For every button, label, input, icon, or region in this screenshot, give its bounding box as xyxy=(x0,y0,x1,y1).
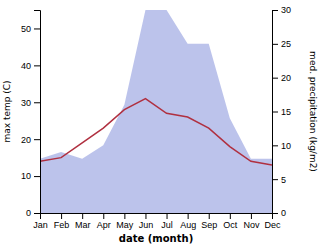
area xyxy=(40,10,272,213)
tick: 25 xyxy=(272,39,291,49)
y-axis: 0 10 20 30 40 50 xyxy=(21,11,41,219)
tick-label: Dec xyxy=(264,220,281,230)
axis-line xyxy=(34,11,41,214)
tick-mark xyxy=(272,44,278,45)
tick-label: 30 xyxy=(281,5,291,15)
tick-mark xyxy=(34,28,40,29)
tick: Nov xyxy=(243,213,260,230)
tick-label: 10 xyxy=(21,171,31,181)
tick: 30 xyxy=(272,5,291,15)
tick-label: Jun xyxy=(139,220,154,230)
tick-mark xyxy=(272,179,278,180)
tick-label: Oct xyxy=(223,220,238,230)
tick-label: Sep xyxy=(201,220,217,230)
tick-mark xyxy=(61,213,62,219)
plot-root: JanFebMarAprMayJunJulAugSepOctNovDec0102… xyxy=(21,5,291,230)
tick-mark xyxy=(272,10,278,11)
tick-mark xyxy=(188,213,189,219)
tick: Jan xyxy=(33,213,48,230)
tick: Aug xyxy=(180,213,196,230)
tick: 50 xyxy=(21,24,40,34)
tick: Jun xyxy=(139,213,154,230)
tick: Feb xyxy=(54,213,70,230)
tick-mark xyxy=(272,145,278,146)
tick-mark xyxy=(34,139,40,140)
tick-mark xyxy=(34,102,40,103)
tick-label: 40 xyxy=(21,61,31,71)
tick-mark xyxy=(103,213,104,219)
x-axis-title: date (month) xyxy=(119,233,193,244)
tick: Mar xyxy=(75,213,91,230)
tick-label: Apr xyxy=(97,220,111,230)
tick: 40 xyxy=(21,61,40,71)
tick-label: 15 xyxy=(281,107,291,117)
tick-mark xyxy=(272,78,278,79)
tick-mark xyxy=(230,213,231,219)
tick: Jul xyxy=(161,213,173,230)
tick-label: 25 xyxy=(281,39,291,49)
tick-mark xyxy=(272,112,278,113)
tick-label: 50 xyxy=(21,24,31,34)
tick-label: May xyxy=(116,220,134,230)
tick: 20 xyxy=(272,73,291,83)
y2-axis-title: med. precipitation (kg/m2) xyxy=(308,51,318,172)
y2-axis: 0 5 10 15 20 25 30 xyxy=(272,5,291,218)
tick-mark xyxy=(34,176,40,177)
tick: 5 xyxy=(272,175,286,185)
tick-label: Mar xyxy=(75,220,91,230)
tick: May xyxy=(116,213,134,230)
chart: JanFebMarAprMayJunJulAugSepOctNovDec0102… xyxy=(0,0,318,247)
tick: 0 xyxy=(272,208,286,218)
marks xyxy=(40,10,272,213)
tick: Apr xyxy=(97,213,111,230)
tick-label: 20 xyxy=(281,73,291,83)
tick-label: 10 xyxy=(281,141,291,151)
tick-label: 5 xyxy=(281,175,286,185)
line xyxy=(40,99,272,165)
tick-mark xyxy=(251,213,252,219)
tick-mark xyxy=(145,213,146,219)
tick-mark xyxy=(272,213,278,214)
tick-label: Aug xyxy=(180,220,196,230)
tick-mark xyxy=(124,213,125,219)
tick: 10 xyxy=(272,141,291,151)
tick: Dec xyxy=(264,213,281,230)
tick-label: 20 xyxy=(21,135,31,145)
tick: Sep xyxy=(201,213,217,230)
tick-label: Nov xyxy=(243,220,260,230)
tick-label: 0 xyxy=(281,208,286,218)
tick: 30 xyxy=(21,98,40,108)
tick-label: Feb xyxy=(54,220,70,230)
tick-label: Jan xyxy=(33,220,48,230)
tick: Oct xyxy=(223,213,238,230)
tick-mark xyxy=(167,213,168,219)
tick: 10 xyxy=(21,171,40,181)
tick: 0 xyxy=(26,208,40,218)
axis-line xyxy=(41,214,273,220)
tick-mark xyxy=(82,213,83,219)
tick-mark xyxy=(34,213,40,214)
tick-mark xyxy=(34,65,40,66)
tick-label: 30 xyxy=(21,98,31,108)
axis-line xyxy=(273,11,279,214)
x-axis: Jan Feb Mar Apr May Jun Jul Aug Sep Oct Nov Dec xyxy=(33,213,281,230)
tick-mark xyxy=(209,213,210,219)
tick-label: Jul xyxy=(161,220,173,230)
tick-label: 0 xyxy=(26,208,31,218)
tick: 20 xyxy=(21,135,40,145)
y-axis-title: max temp (C) xyxy=(2,80,12,142)
tick: 15 xyxy=(272,107,291,117)
